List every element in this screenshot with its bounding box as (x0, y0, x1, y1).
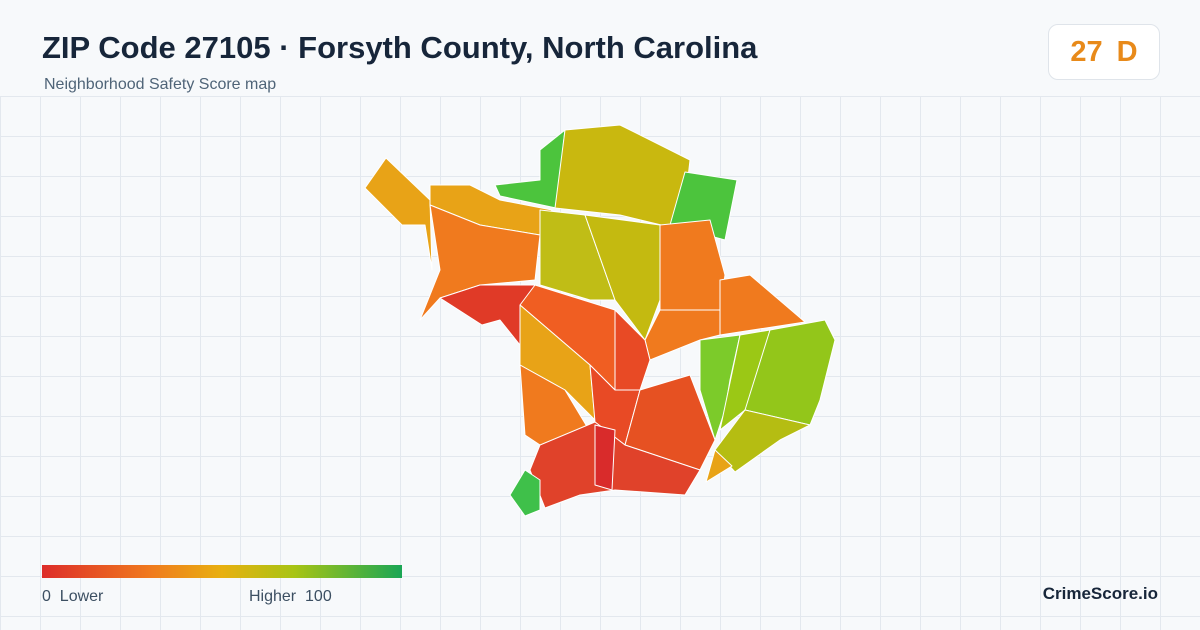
area (714, 409, 811, 473)
area (509, 469, 541, 517)
area (614, 309, 651, 391)
legend-min-label: Lower (59, 588, 104, 605)
legend-min-value: 0 (42, 588, 51, 605)
brand: CrimeScore.io (1042, 584, 1158, 603)
area (594, 424, 616, 491)
title: ZIP Code 27105 · Forsyth County, North C… (42, 30, 758, 65)
area (364, 157, 433, 271)
legend-min: 0 Lower (42, 588, 103, 606)
area (494, 129, 566, 209)
score-value: 27 (1070, 35, 1103, 68)
legend-max: Higher 100 (249, 588, 332, 606)
legend-bar (42, 565, 402, 578)
area (584, 214, 661, 341)
area (705, 449, 733, 483)
area (519, 304, 596, 421)
score-grade: D (1116, 35, 1138, 68)
subtitle: Neighborhood Safety Score map (44, 76, 277, 93)
neighborhoods (364, 124, 836, 517)
area (624, 374, 716, 471)
area (539, 209, 616, 301)
legend-max-value: 100 (305, 588, 332, 605)
legend-max-label: Higher (249, 588, 297, 605)
header-bg (0, 0, 1200, 96)
score-badge: 27 D (1048, 24, 1160, 80)
